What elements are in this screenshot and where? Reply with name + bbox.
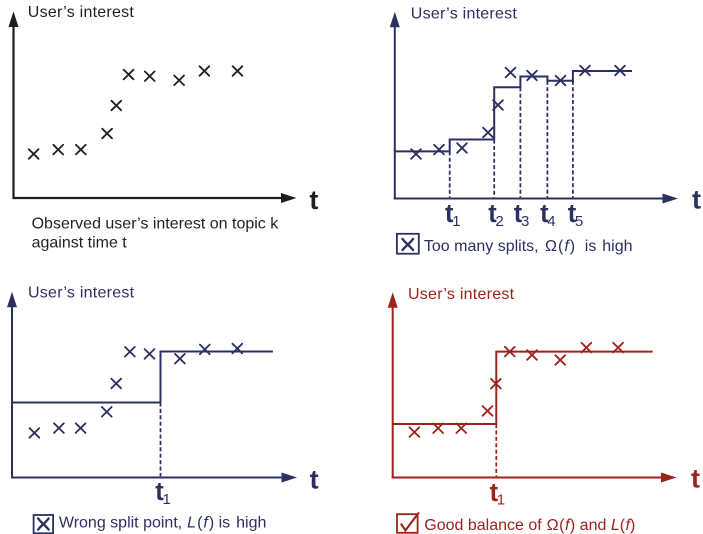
svg-text:1: 1: [163, 491, 171, 508]
svg-text:User’s interest: User’s interest: [408, 286, 515, 303]
svg-text:against time t: against time t: [32, 234, 128, 251]
svg-text:User’s interest: User’s interest: [28, 4, 135, 21]
svg-text:t: t: [488, 200, 497, 228]
svg-text:t: t: [445, 200, 454, 228]
svg-text:User’s interest: User’s interest: [28, 284, 135, 301]
svg-text:4: 4: [547, 213, 555, 230]
svg-text:t: t: [540, 200, 549, 228]
svg-text:1: 1: [497, 492, 505, 509]
svg-text:1: 1: [452, 213, 460, 230]
svg-text:t: t: [692, 185, 701, 215]
svg-text:t: t: [514, 200, 523, 228]
svg-text:Observed user’s interest on to: Observed user’s interest on topic k: [32, 215, 280, 232]
svg-text:3: 3: [521, 213, 529, 230]
svg-text:t: t: [568, 200, 577, 228]
svg-text:t: t: [490, 479, 499, 507]
svg-text:5: 5: [575, 213, 583, 230]
svg-text:t: t: [309, 185, 318, 215]
svg-text:User’s interest: User’s interest: [411, 6, 518, 23]
svg-text:t: t: [310, 464, 319, 494]
svg-text:Wrong split point, L(f) is hig: Wrong split point, L(f) is high: [59, 515, 266, 532]
svg-text:t: t: [691, 464, 700, 494]
svg-text:Too many splits, Ω(f) is high: Too many splits, Ω(f) is high: [424, 238, 633, 255]
svg-text:2: 2: [495, 213, 503, 230]
svg-text:t: t: [155, 478, 164, 506]
svg-text:Good balance of Ω(f) and L(f): Good balance of Ω(f) and L(f): [424, 517, 635, 534]
